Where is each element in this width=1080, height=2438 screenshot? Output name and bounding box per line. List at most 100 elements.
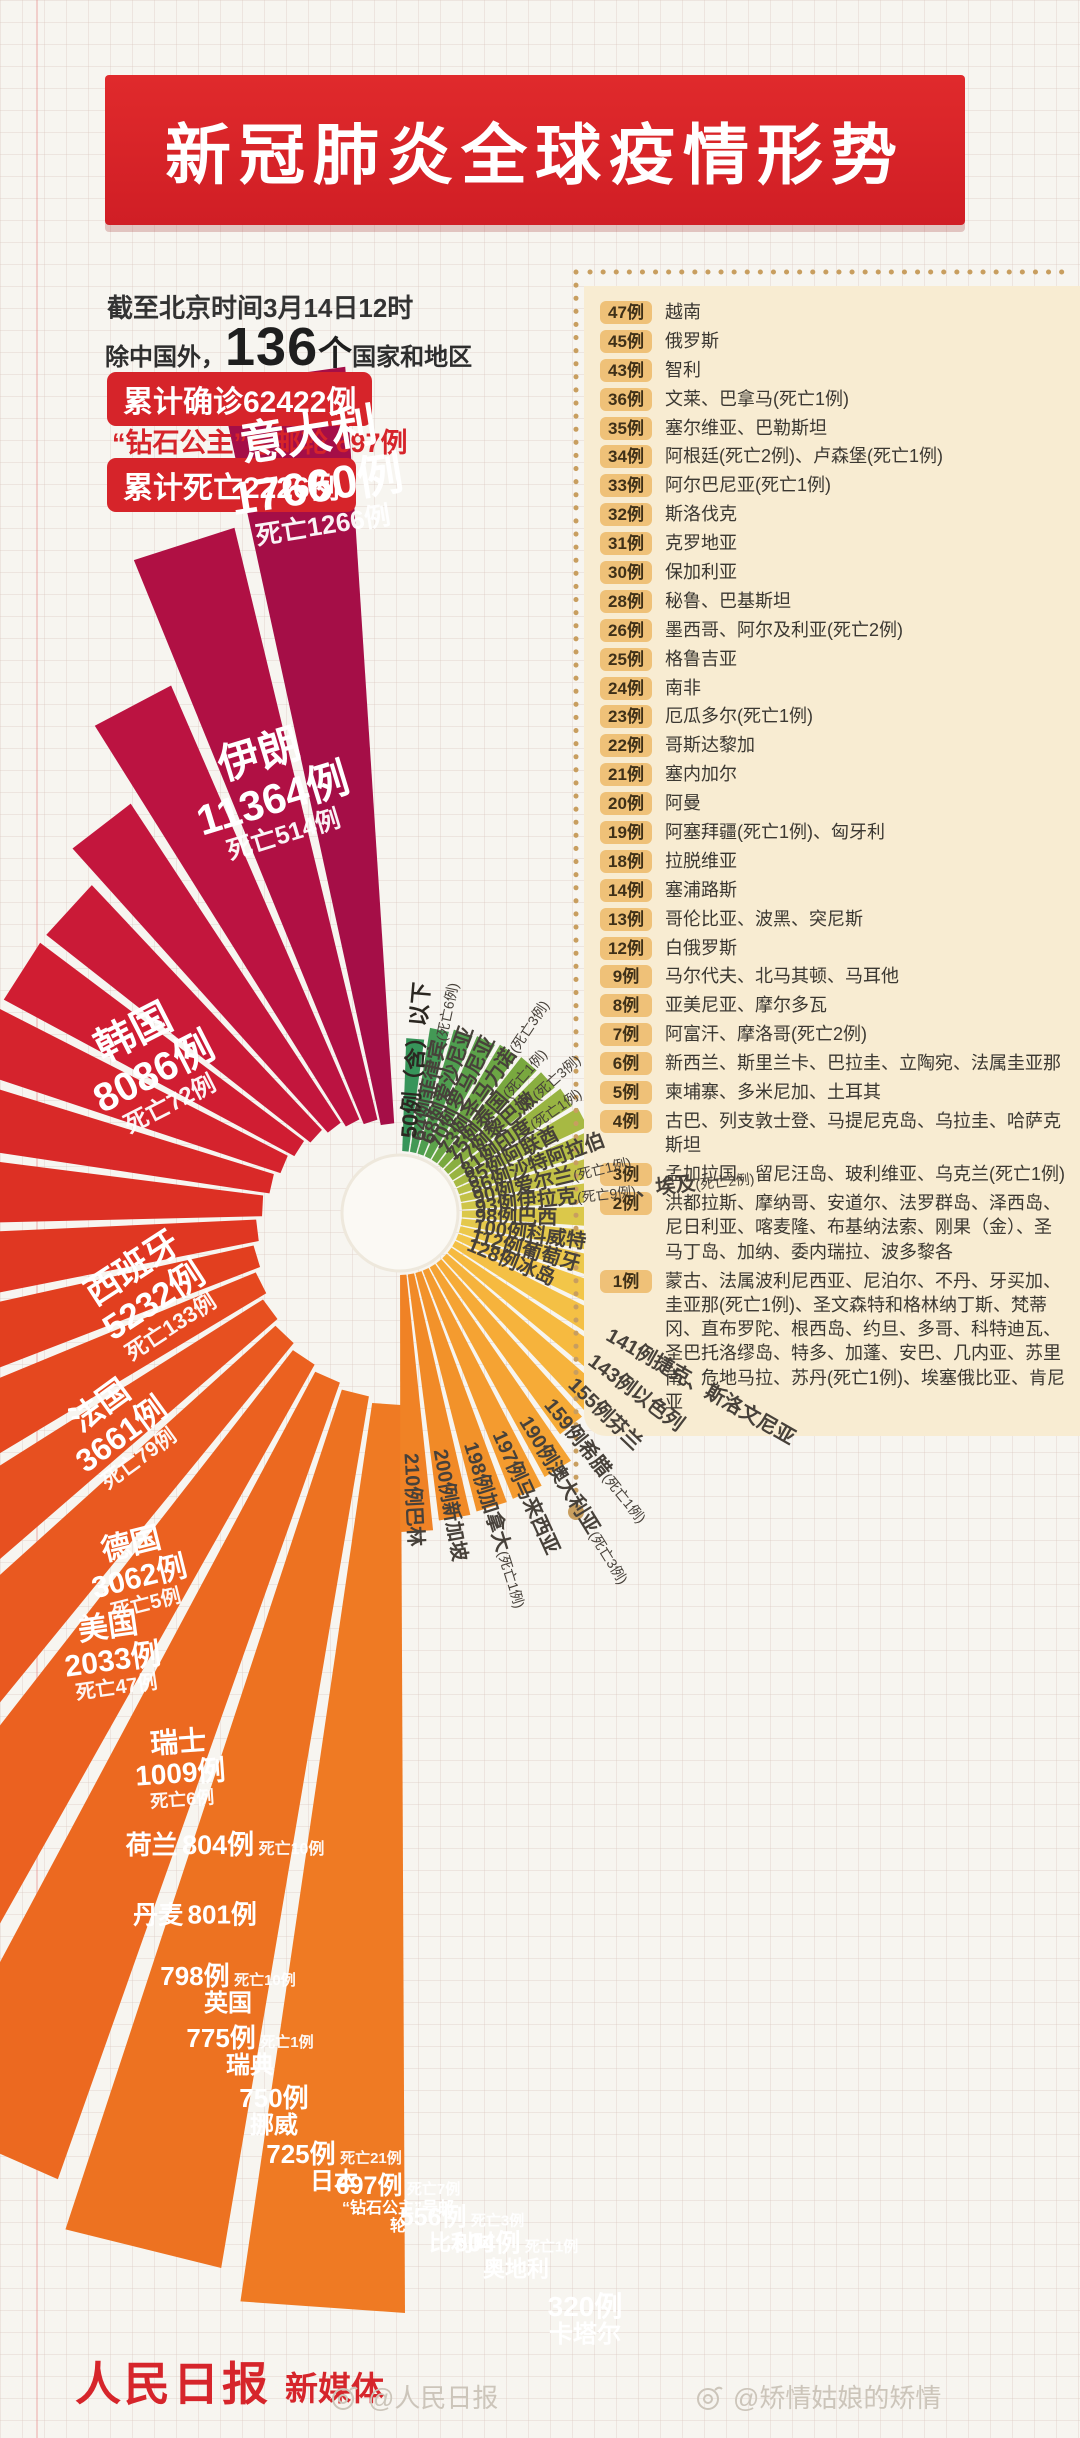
country-names: 文莱、巴拿马(死亡1例) — [665, 388, 849, 409]
country-names: 秘鲁、巴基斯坦 — [665, 590, 791, 611]
wedge-minor-11 — [460, 1218, 620, 1256]
wedge-minor-17 — [449, 1088, 573, 1181]
case-count-badge: 22例 — [600, 734, 652, 758]
wedge-8 — [0, 1162, 264, 1223]
wedge-12 — [0, 1299, 278, 1560]
wedge-16 — [65, 1389, 369, 2268]
wedge-minor-20 — [431, 1044, 517, 1164]
case-count-badge: 43例 — [600, 358, 652, 382]
list-row: 13例 哥伦比亚、波黑、突尼斯 — [600, 907, 1080, 931]
country-names: 南非 — [665, 677, 701, 698]
case-count-badge: 19例 — [600, 821, 652, 845]
country-names: 塞尔维亚、巴勒斯坦 — [665, 417, 827, 438]
country-names: 保加利亚 — [665, 562, 737, 583]
country-names: 古巴、列支敦士登、马提尼克岛、乌拉圭、哈萨克斯坦 — [665, 1110, 1061, 1156]
country-names: 亚美尼亚、摩尔多瓦 — [665, 995, 827, 1016]
case-count-badge: 7例 — [600, 1023, 652, 1047]
case-count-badge: 26例 — [600, 618, 652, 642]
wedge-0 — [219, 366, 395, 1126]
country-names: 阿富汗、摩洛哥(死亡2例) — [665, 1024, 867, 1045]
wedge-6 — [0, 1009, 288, 1174]
count-unit: 个 — [318, 335, 353, 373]
case-count-badge: 2例 — [600, 1192, 652, 1216]
country-names: 阿塞拜疆(死亡1例)、匈牙利 — [665, 822, 885, 843]
list-row: 2例 洪都拉斯、摩纳哥、安道尔、法罗群岛、泽西岛、尼日利亚、喀麦隆、布基纳法索、刚… — [600, 1191, 1080, 1264]
list-row: 45例 俄罗斯 — [600, 329, 1080, 353]
wedge-minor-6 — [442, 1253, 604, 1410]
case-count-badge: 28例 — [600, 589, 652, 613]
wedge-minor-24 — [402, 1038, 425, 1152]
list-row: 47例 越南 — [600, 300, 1080, 324]
list-row: 36例 文莱、巴拿马(死亡1例) — [600, 387, 1080, 411]
list-row: 1例 蒙古、法属波利尼西亚、尼泊尔、不丹、牙买加、圭亚那(死亡1例)、圣文森特和格… — [600, 1269, 1080, 1415]
count-prefix: 除中国外， — [105, 344, 225, 371]
country-names: 哥斯达黎加 — [665, 735, 755, 756]
country-names: 洪都拉斯、摩纳哥、安道尔、法罗群岛、泽西岛、尼日利亚、喀麦隆、布基纳法索、刚果（… — [665, 1193, 1061, 1262]
wedge-3 — [72, 803, 341, 1133]
list-row: 33例 阿尔巴尼亚(死亡1例) — [600, 473, 1080, 498]
case-count-badge: 21例 — [600, 763, 652, 787]
list-row: 6例 新西兰、斯里兰卡、巴拉圭、立陶宛、法属圭亚那 — [600, 1051, 1080, 1076]
wedge-5 — [3, 942, 305, 1157]
wedge-minor-5 — [436, 1259, 582, 1435]
cruise-ship-line: “钻石公主”号邮轮 697例 — [112, 428, 408, 458]
page-title: 新冠肺炎全球疫情形势 — [165, 118, 905, 192]
case-count-badge: 45例 — [600, 329, 652, 353]
wedge-4 — [46, 885, 322, 1143]
list-row: 34例 阿根廷(死亡2例)、卢森堡(死亡1例) — [600, 444, 1080, 469]
wedge-minor-7 — [447, 1247, 615, 1379]
country-names: 格鲁吉亚 — [665, 648, 737, 669]
wedge-9 — [0, 1219, 259, 1293]
country-names: 越南 — [665, 302, 701, 322]
wedge-1 — [133, 527, 378, 1125]
wedge-minor-1 — [407, 1273, 471, 1521]
list-row: 9例 马尔代夫、北马其顿、马耳他 — [600, 964, 1080, 989]
wedge-minor-12 — [461, 1205, 619, 1229]
title-banner: 新冠肺炎全球疫情形势 — [105, 75, 965, 225]
minor-country-list-panel: 47例 越南 45例 俄罗斯 43例 智利 36例 文莱、巴拿马(死亡1例) 35例 塞尔维亚、巴… — [584, 286, 1080, 1436]
list-row: 30例 保加利亚 — [600, 560, 1080, 585]
case-count-badge: 13例 — [600, 907, 652, 931]
country-names: 柬埔寨、多米尼加、土耳其 — [665, 1082, 881, 1103]
death-total-badge: 累计死亡2226例 — [107, 458, 356, 512]
wedge-minor-22 — [417, 1029, 473, 1156]
country-count: 136 — [225, 317, 319, 377]
wedge-minor-19 — [438, 1057, 537, 1169]
brand-logo-text: 人民日报 — [75, 2359, 271, 2410]
case-count-badge: 18例 — [600, 849, 652, 873]
list-row: 14例 塞浦路斯 — [600, 878, 1080, 902]
wedge-11 — [0, 1272, 267, 1454]
list-row: 35例 塞尔维亚、巴勒斯坦 — [600, 416, 1080, 440]
list-row: 12例 白俄罗斯 — [600, 936, 1080, 960]
case-count-badge: 25例 — [600, 647, 652, 671]
wedge-minor-3 — [422, 1268, 542, 1499]
wedge-13 — [0, 1325, 294, 1703]
case-count-badge: 6例 — [600, 1052, 652, 1076]
country-names: 塞内加尔 — [665, 764, 737, 785]
case-count-badge: 33例 — [600, 474, 652, 498]
watermark-left-text: @人民日报 — [368, 2383, 499, 2413]
country-names: 白俄罗斯 — [665, 937, 737, 958]
list-row: 32例 斯洛伐克 — [600, 502, 1080, 527]
country-names: 俄罗斯 — [665, 330, 719, 351]
case-count-badge: 3例 — [600, 1163, 652, 1187]
country-names: 阿尔巴尼亚(死亡1例) — [665, 475, 831, 496]
case-count-badge: 30例 — [600, 561, 652, 585]
wedge-minor-10 — [458, 1226, 626, 1286]
country-names: 孟加拉国、留尼汪岛、玻利维亚、乌克兰(死亡1例) — [665, 1164, 1065, 1185]
case-count-badge: 35例 — [600, 416, 652, 440]
list-row: 31例 克罗地亚 — [600, 531, 1080, 556]
wedge-minor-0 — [400, 1274, 434, 1532]
country-names: 斯洛伐克 — [665, 504, 737, 525]
country-names: 马尔代夫、北马其顿、马耳他 — [665, 966, 899, 987]
as-of-timestamp: 截至北京时间3月14日12时 — [107, 293, 414, 323]
country-names: 哥伦比亚、波黑、突尼斯 — [665, 908, 863, 929]
list-row: 26例 墨西哥、阿尔及利亚(死亡2例) — [600, 618, 1080, 642]
country-names: 墨西哥、阿尔及利亚(死亡2例) — [665, 619, 903, 640]
country-names: 塞浦路斯 — [665, 879, 737, 900]
case-count-badge: 9例 — [600, 965, 652, 989]
list-row: 3例 孟加拉国、留尼汪岛、玻利维亚、乌克兰(死亡1例) — [600, 1162, 1080, 1187]
country-names: 克罗地亚 — [665, 533, 737, 554]
case-count-badge: 32例 — [600, 503, 652, 527]
confirmed-total-badge: 累计确诊62422例 — [107, 372, 373, 426]
